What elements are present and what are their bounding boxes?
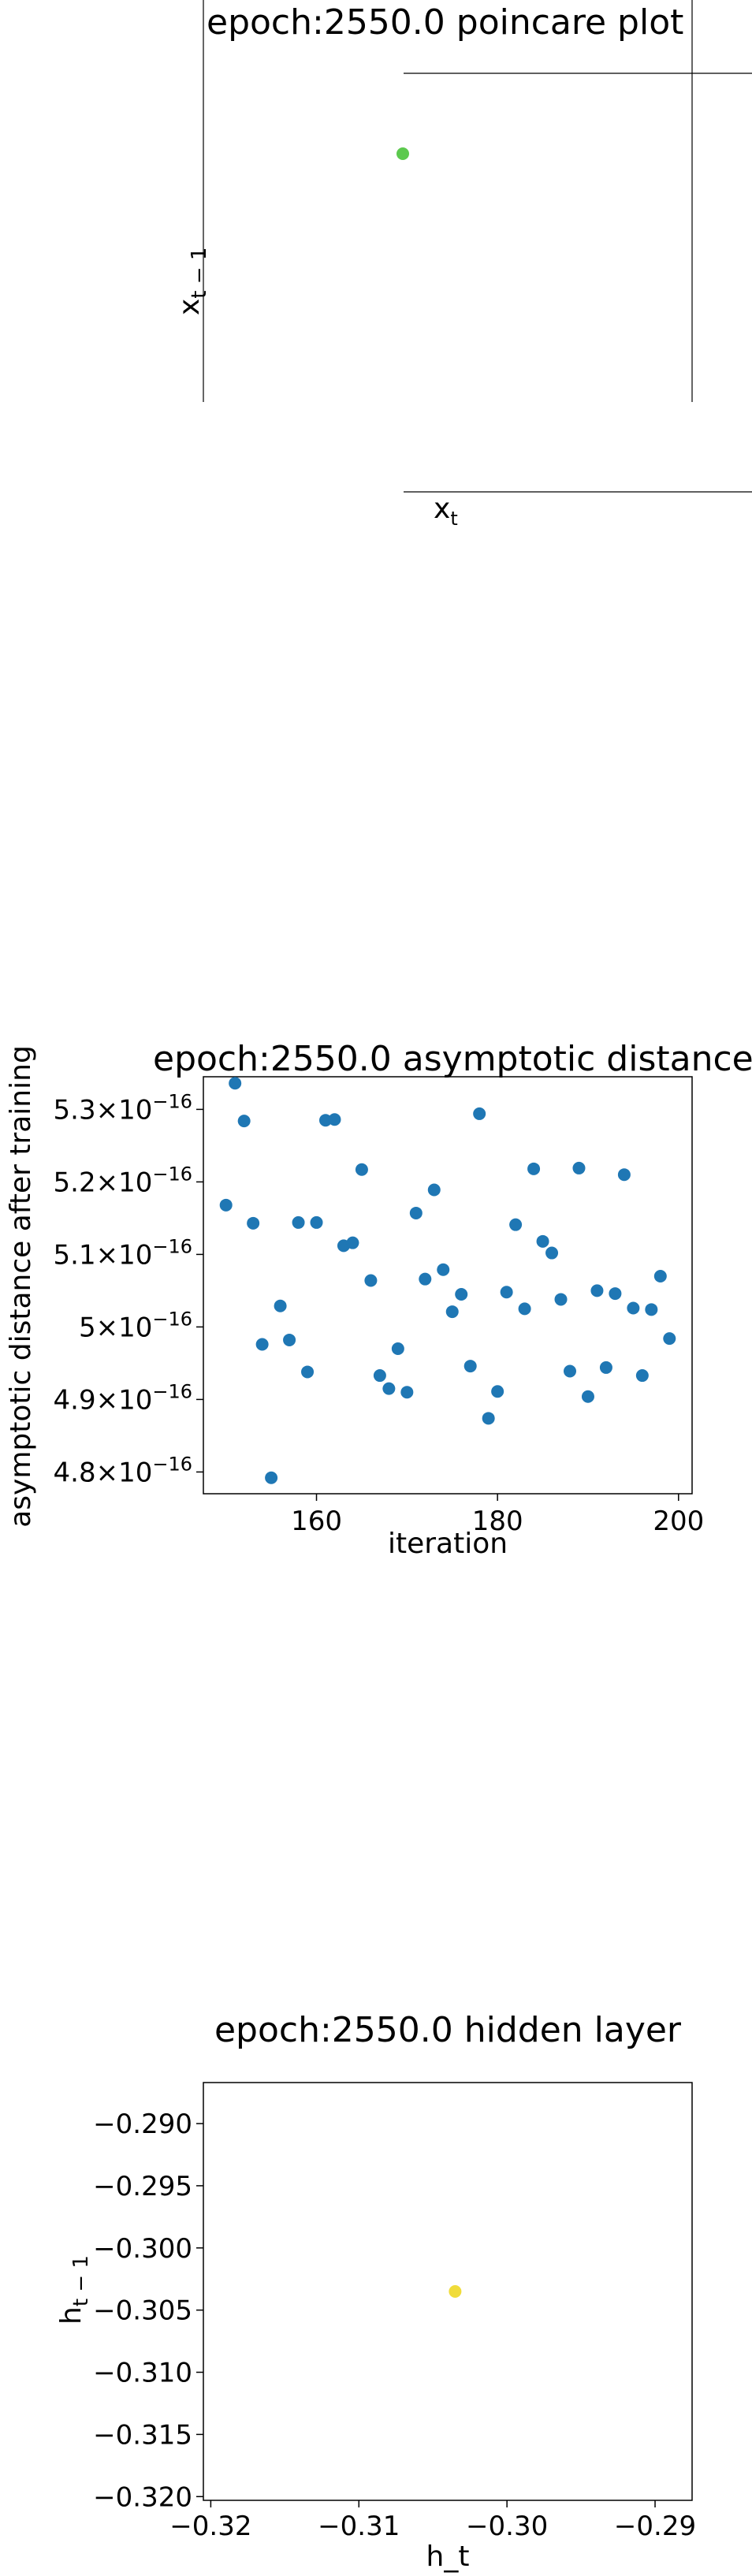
y-tick-label: −0.305 [93,2295,192,2327]
data-point [653,1270,667,1282]
data-point [427,1183,441,1197]
hidden-ylabel: ht − 1 [55,2255,93,2325]
hidden-frame [203,2082,693,2501]
data-point [590,1284,604,1297]
y-tick-label: −0.290 [93,2109,192,2140]
data-point [391,1342,404,1355]
data-point [355,1163,368,1176]
data-point [265,1471,278,1484]
data-point [518,1302,531,1316]
x-tick-label: −0.32 [169,2511,251,2542]
asymptotic-title: epoch:2550.0 asymptotic distance [153,1039,752,1079]
data-point [473,1107,486,1120]
data-point [599,1361,612,1374]
hidden-title: epoch:2550.0 hidden layer [214,2010,682,2050]
poincare-title: epoch:2550.0 poincare plot [207,2,683,43]
data-point [419,1272,432,1286]
y-tick-label: 5.3×10−16 [54,1090,192,1126]
y-tick-label: −0.320 [93,2481,192,2513]
data-point [635,1369,649,1383]
data-point [554,1293,568,1306]
data-point [491,1385,504,1398]
data-point [627,1301,640,1315]
asymptotic-ylabel: asymptotic distance after training [5,1045,37,1528]
y-tick-label: 5×10−16 [79,1308,192,1343]
data-point [409,1206,423,1219]
data-point [581,1390,594,1403]
y-tick-label: 4.9×10−16 [54,1380,192,1416]
data-point [545,1246,559,1260]
data-point [617,1168,631,1182]
poincare-ylabel: xt − 1 [173,248,211,315]
data-point [301,1365,315,1379]
hidden-points [449,2285,462,2298]
data-point [663,1332,676,1346]
y-tick-label: 5.2×10−16 [54,1163,192,1198]
hidden-y-ticks: −0.290 −0.295 −0.300 −0.305 −0.310 −0.315 −0.3… [93,2109,203,2513]
data-point [609,1287,622,1301]
asymptotic-x-ticks: 160 180 200 [291,1494,704,1537]
hidden-x-ticks: −0.32 −0.31 −0.30 −0.29 [169,2500,696,2542]
data-point [346,1236,359,1249]
data-point [400,1386,414,1399]
x-tick-label: 160 [291,1506,342,1537]
data-point [319,1114,332,1127]
y-tick-label: −0.295 [93,2171,192,2202]
y-tick-label: 4.8×10−16 [54,1453,192,1488]
y-tick-label: −0.300 [93,2233,192,2265]
data-point [445,1305,459,1319]
asymptotic-frame [203,1076,693,1495]
x-tick-label: −0.29 [614,2511,696,2542]
data-point [572,1161,586,1174]
data-point [645,1303,658,1316]
asymptotic-xlabel: iteration [388,1528,508,1560]
data-point [536,1234,549,1248]
data-point [564,1364,576,1378]
data-point [500,1286,513,1299]
data-point [274,1299,287,1312]
data-point [229,1077,242,1090]
asymptotic-points [219,1077,676,1484]
data-point [382,1382,396,1395]
data-point [328,1113,341,1126]
data-point [449,2285,462,2298]
data-point [527,1162,541,1175]
x-tick-label: 180 [472,1506,523,1537]
poincare-panel: epoch:2550.0 poincare plot xt xt − 1 [173,0,752,530]
data-point [437,1263,450,1276]
data-point [509,1218,523,1231]
x-tick-label: −0.31 [318,2511,400,2542]
data-point [219,1198,233,1212]
y-tick-label: −0.310 [93,2358,192,2389]
asymptotic-y-ticks: 4.8×10−16 4.9×10−16 5×10−16 5.1×10−16 5.2×10… [54,1090,203,1488]
data-point [292,1215,305,1229]
data-point [283,1333,296,1346]
data-point [463,1360,477,1373]
x-tick-label: −0.30 [466,2511,548,2542]
data-point [237,1115,251,1128]
data-point [373,1369,386,1383]
hidden-xlabel: h_t [426,2541,470,2573]
data-point [255,1338,269,1351]
data-point [310,1215,323,1229]
data-point [247,1216,260,1230]
poincare-xlabel: xt [434,493,458,530]
hidden-panel: epoch:2550.0 hidden layer −0.32 −0.31 −0.3… [55,2010,696,2573]
data-point [364,1274,378,1287]
data-point [455,1288,468,1301]
data-point [482,1412,495,1425]
poincare-point [396,147,409,160]
y-tick-label: 5.1×10−16 [54,1235,192,1271]
x-tick-label: 200 [653,1506,704,1537]
asymptotic-panel: epoch:2550.0 asymptotic distance 160 180 2… [5,1039,752,1560]
y-tick-label: −0.315 [93,2419,192,2451]
